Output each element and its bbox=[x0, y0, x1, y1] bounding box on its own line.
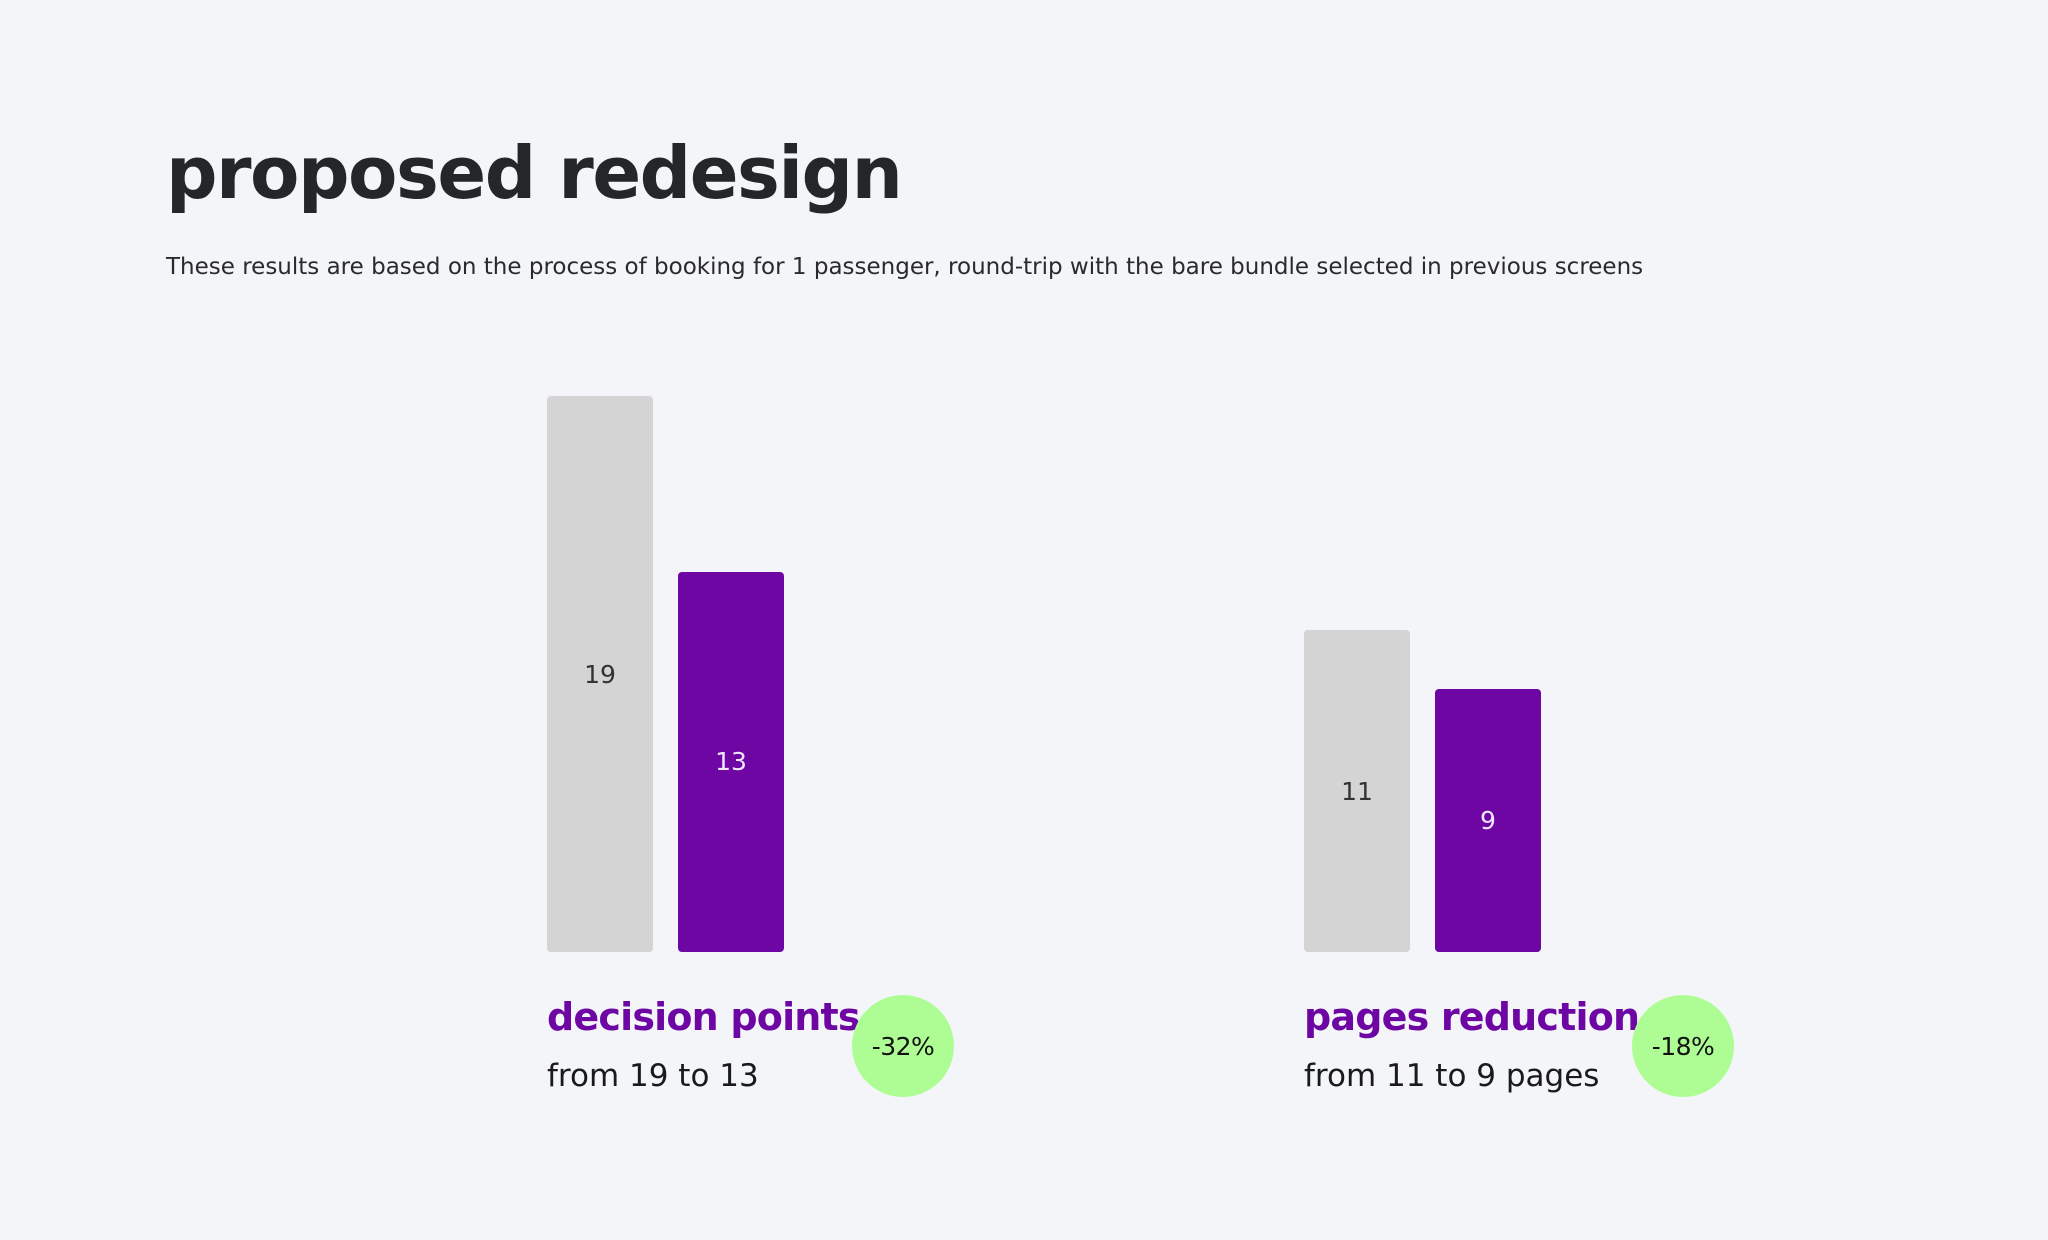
change-badge-pages-reduction: -18% bbox=[1632, 995, 1734, 1097]
page-subtitle: These results are based on the process o… bbox=[166, 254, 1644, 280]
pages-reduction-chart: 11 9 pages reduction from 11 to 9 pages … bbox=[1304, 320, 1904, 1200]
metric-caption-decision-points: from 19 to 13 bbox=[547, 1058, 759, 1094]
bar-value-label: 13 bbox=[715, 747, 747, 777]
bar-value-label: 9 bbox=[1480, 805, 1496, 835]
bar-before-decision-points: 19 bbox=[547, 396, 653, 952]
bar-after-decision-points: 13 bbox=[678, 571, 784, 952]
metric-title-pages-reduction: pages reduction bbox=[1304, 995, 1640, 1039]
metric-caption-pages-reduction: from 11 to 9 pages bbox=[1304, 1058, 1600, 1094]
bar-after-pages: 9 bbox=[1435, 688, 1541, 952]
change-badge-decision-points: -32% bbox=[852, 995, 954, 1097]
bar-before-pages: 11 bbox=[1304, 630, 1410, 952]
metric-title-decision-points: decision points bbox=[547, 995, 861, 1039]
decision-points-chart: 19 13 decision points from 19 to 13 -32% bbox=[547, 320, 1147, 1200]
bar-value-label: 19 bbox=[584, 659, 616, 689]
bar-value-label: 11 bbox=[1341, 776, 1373, 806]
page-title: proposed redesign bbox=[166, 131, 903, 215]
